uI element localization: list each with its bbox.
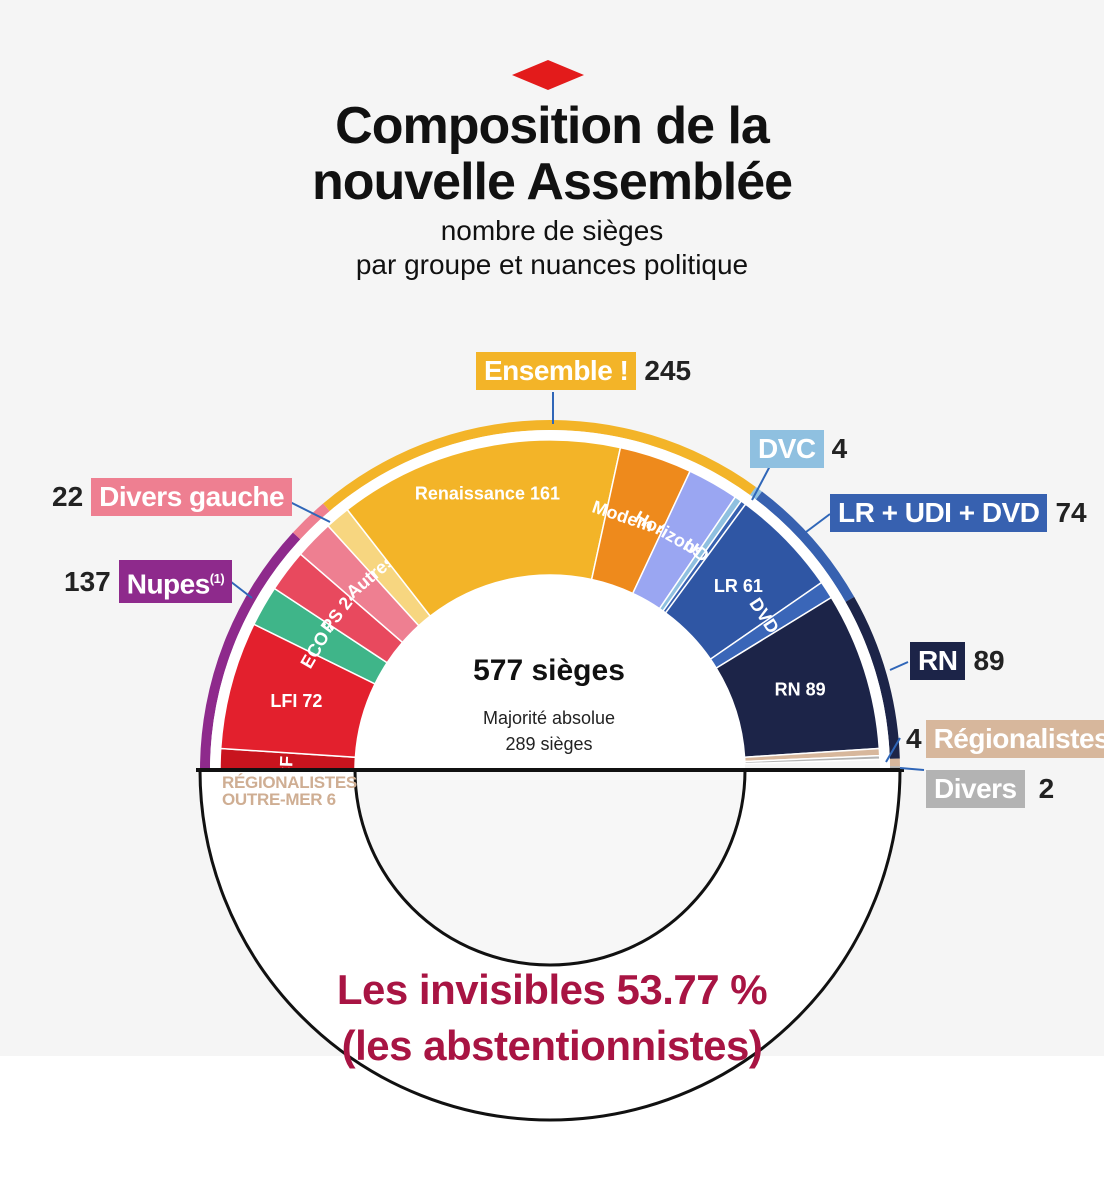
group-band-6 bbox=[889, 758, 900, 767]
abstention-line-1: Les invisibles 53.77 % bbox=[336, 966, 768, 1013]
title-line-1: Composition de la bbox=[335, 97, 770, 155]
divers-gauche-name: Divers gauche bbox=[91, 478, 293, 516]
party-label-lfi: LFI 72 bbox=[270, 691, 322, 711]
subtitle-line-2: par groupe et nuances politique bbox=[355, 249, 749, 280]
leader-rn bbox=[889, 661, 909, 671]
label-divers: Divers 2 bbox=[926, 770, 1062, 808]
label-divers-gauche: 22 Divers gauche bbox=[44, 478, 293, 516]
nupes-name-box: Nupes(1) bbox=[118, 560, 233, 604]
ensemble-value: 245 bbox=[644, 355, 692, 386]
label-lr-udi-dvd: LR + UDI + DVD 74 bbox=[830, 494, 1095, 532]
abstention-inner-arc bbox=[353, 769, 747, 967]
regionalistes-outremer-line2: OUTRE-MER 6 bbox=[222, 790, 336, 809]
divers-name: Divers bbox=[926, 770, 1025, 808]
lr-udi-dvd-value: 74 bbox=[1055, 497, 1087, 528]
leader-regionalistes bbox=[885, 737, 901, 763]
leader-lr-udi-dvd bbox=[805, 513, 831, 533]
party-label-lr: LR 61 bbox=[714, 576, 763, 596]
lr-udi-dvd-name: LR + UDI + DVD bbox=[830, 494, 1048, 532]
regionalistes-outremer-line1: RÉGIONALISTES bbox=[222, 773, 357, 792]
regionalistes-value: 4 bbox=[906, 723, 922, 754]
group-band-2 bbox=[323, 420, 756, 512]
majority-label: Majorité absolue bbox=[482, 708, 616, 728]
nupes-footnote: (1) bbox=[209, 571, 225, 586]
label-regionalistes: 4 Régionalistes bbox=[906, 720, 1104, 758]
nupes-value: 137 bbox=[64, 565, 111, 597]
leader-divers bbox=[899, 767, 925, 771]
label-dvc: DVC 4 bbox=[750, 430, 855, 468]
rn-value: 89 bbox=[973, 645, 1005, 676]
group-band-0 bbox=[200, 532, 301, 770]
rn-name: RN bbox=[910, 642, 966, 680]
nupes-name: Nupes bbox=[126, 568, 211, 600]
dvc-name: DVC bbox=[750, 430, 824, 468]
total-seats-label: 577 sièges bbox=[473, 654, 625, 687]
regionalistes-name: Régionalistes bbox=[925, 720, 1104, 758]
title-line-2: nouvelle Assemblée bbox=[311, 153, 793, 211]
ensemble-name: Ensemble ! bbox=[476, 352, 637, 390]
label-ensemble: Ensemble ! 245 bbox=[476, 352, 699, 390]
divers-gauche-value: 22 bbox=[52, 481, 84, 512]
majority-seats-label: 289 sièges bbox=[505, 734, 593, 754]
divers-value: 2 bbox=[1038, 773, 1055, 804]
regionalistes-outremer-label: RÉGIONALISTES OUTRE-MER 6 bbox=[222, 774, 357, 808]
abstention-line-2: (les abstentionnistes) bbox=[341, 1022, 763, 1069]
group-band-5 bbox=[845, 596, 900, 759]
party-label-renaissance: Renaissance 161 bbox=[415, 483, 560, 503]
leader-divers-gauche bbox=[285, 499, 331, 523]
leader-dvc bbox=[751, 465, 771, 501]
group-band-1 bbox=[292, 503, 330, 540]
center-disk bbox=[355, 575, 745, 770]
subtitle-line-1: nombre de sièges bbox=[440, 215, 664, 246]
group-band-4 bbox=[755, 491, 855, 602]
label-nupes: 137 Nupes(1) bbox=[56, 560, 233, 604]
dvc-value: 4 bbox=[831, 433, 848, 464]
party-label-rn: RN 89 bbox=[775, 679, 826, 699]
label-rn: RN 89 bbox=[910, 642, 1013, 680]
